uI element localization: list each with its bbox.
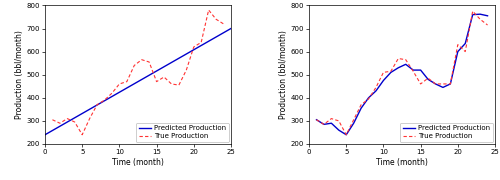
True Production xyxy=(380,71,386,73)
True Production xyxy=(146,61,152,63)
Predicted Production xyxy=(373,90,379,92)
True Production xyxy=(470,10,476,12)
Y-axis label: Production (bbl/month): Production (bbl/month) xyxy=(15,30,24,119)
True Production xyxy=(64,118,70,120)
Predicted Production xyxy=(388,71,394,73)
Predicted Production xyxy=(402,63,408,65)
Predicted Production xyxy=(343,134,349,136)
True Production xyxy=(198,41,204,43)
True Production xyxy=(57,122,63,124)
True Production xyxy=(343,134,349,136)
True Production xyxy=(410,70,416,72)
Line: True Production: True Production xyxy=(52,10,224,135)
Predicted Production xyxy=(462,42,468,45)
True Production xyxy=(161,76,167,78)
True Production xyxy=(154,80,160,83)
X-axis label: Time (month): Time (month) xyxy=(112,158,164,167)
True Production xyxy=(176,84,182,86)
Predicted Production xyxy=(425,78,431,80)
True Production xyxy=(373,86,379,89)
Predicted Production xyxy=(358,107,364,109)
True Production xyxy=(388,70,394,72)
Predicted Production xyxy=(366,97,372,99)
True Production xyxy=(94,104,100,106)
Legend: Predicted Production, True Production: Predicted Production, True Production xyxy=(400,123,493,142)
True Production xyxy=(448,83,454,85)
True Production xyxy=(484,24,490,26)
True Production xyxy=(50,119,56,121)
True Production xyxy=(102,99,107,101)
True Production xyxy=(168,83,174,85)
True Production xyxy=(191,46,197,48)
Predicted Production xyxy=(380,79,386,82)
True Production xyxy=(314,119,320,121)
True Production xyxy=(206,9,212,11)
True Production xyxy=(116,83,122,85)
True Production xyxy=(220,23,226,25)
True Production xyxy=(336,120,342,122)
True Production xyxy=(455,44,461,46)
Predicted Production xyxy=(440,86,446,89)
Legend: Predicted Production, True Production: Predicted Production, True Production xyxy=(136,123,229,142)
Predicted Production xyxy=(336,129,342,131)
Predicted Production xyxy=(321,123,327,125)
Predicted Production xyxy=(328,122,334,124)
Predicted Production xyxy=(350,122,356,124)
True Production xyxy=(418,83,424,85)
Predicted Production xyxy=(396,67,402,69)
Predicted Production xyxy=(477,13,483,15)
Predicted Production xyxy=(470,14,476,16)
True Production xyxy=(358,104,364,106)
True Production xyxy=(321,123,327,125)
True Production xyxy=(124,80,130,83)
True Production xyxy=(432,83,438,85)
True Production xyxy=(366,98,372,100)
True Production xyxy=(138,59,144,61)
True Production xyxy=(402,59,408,61)
True Production xyxy=(109,92,115,94)
True Production xyxy=(350,119,356,121)
Predicted Production xyxy=(418,69,424,71)
True Production xyxy=(440,83,446,85)
Y-axis label: Production (bbl/month): Production (bbl/month) xyxy=(279,30,288,119)
True Production xyxy=(462,51,468,53)
Predicted Production xyxy=(410,69,416,71)
Predicted Production xyxy=(314,119,320,121)
Predicted Production xyxy=(455,51,461,53)
Predicted Production xyxy=(432,83,438,85)
Line: Predicted Production: Predicted Production xyxy=(316,14,488,135)
True Production xyxy=(72,121,78,123)
True Production xyxy=(213,18,219,20)
True Production xyxy=(132,64,138,67)
True Production xyxy=(477,18,483,20)
True Production xyxy=(184,69,190,71)
Predicted Production xyxy=(448,83,454,85)
True Production xyxy=(425,77,431,79)
Line: True Production: True Production xyxy=(316,11,488,135)
True Production xyxy=(79,134,85,136)
True Production xyxy=(396,57,402,60)
True Production xyxy=(328,118,334,120)
Predicted Production xyxy=(484,15,490,17)
True Production xyxy=(86,118,92,120)
X-axis label: Time (month): Time (month) xyxy=(376,158,428,167)
